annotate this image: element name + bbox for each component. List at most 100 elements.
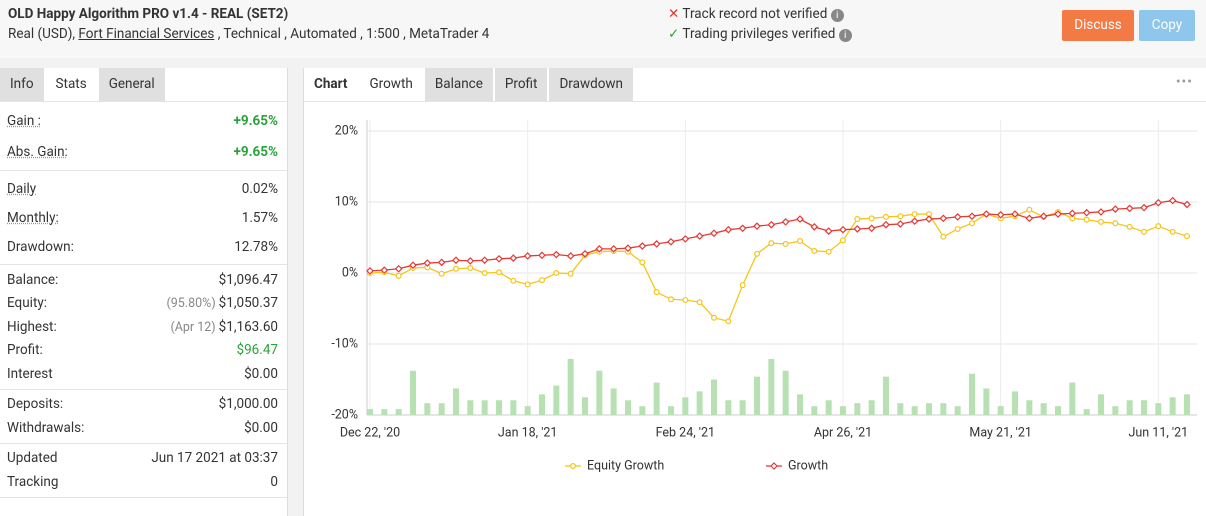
stat-value-group: $1,096.47 — [219, 272, 278, 288]
bar — [653, 382, 660, 415]
point — [1155, 223, 1162, 230]
menu-dots[interactable]: ••• — [1175, 74, 1193, 90]
stat-label: Tracking — [7, 473, 59, 490]
x-tick-label: Jun 11, '21 — [1129, 425, 1189, 440]
point — [524, 281, 531, 288]
point — [567, 270, 574, 277]
point — [609, 245, 618, 253]
stat-value: $96.47 — [236, 342, 279, 359]
stats-row: Profit: $96.47 — [0, 339, 287, 363]
bar — [510, 400, 517, 415]
bar — [582, 397, 588, 415]
y-tick-label: -20% — [331, 407, 358, 422]
tab[interactable]: Profit — [494, 68, 548, 101]
stats-group: Updated Jun 17 2021 at 03:37 Tracking 0 — [0, 444, 287, 498]
bar — [1126, 400, 1133, 415]
point — [710, 314, 717, 321]
stat-value-group: 1.57% — [242, 210, 278, 226]
point — [552, 250, 561, 259]
tab[interactable]: Growth — [359, 68, 423, 101]
stats-row: Equity: (95.80%) $1,050.37 — [0, 292, 287, 316]
copy-button[interactable]: Copy — [1139, 10, 1195, 41]
bar — [797, 394, 803, 415]
stat-label: Gain : — [7, 112, 41, 129]
point — [495, 254, 503, 263]
bar — [395, 409, 402, 415]
bar — [610, 388, 617, 415]
stats-group: Deposits: $1,000.00 Withdrawals: $0.00 — [0, 390, 287, 444]
stat-value: 1.57% — [241, 209, 278, 226]
stat-value-group: +9.65% — [234, 113, 279, 129]
stat-value: 0 — [270, 473, 278, 490]
bar — [811, 406, 818, 415]
point — [725, 318, 732, 325]
point — [453, 265, 460, 272]
point — [753, 222, 761, 230]
tab[interactable]: Info — [0, 68, 44, 101]
bar — [1098, 394, 1104, 415]
bar — [969, 373, 975, 415]
point — [767, 220, 776, 229]
point — [925, 215, 933, 223]
y-tick-label: 10% — [335, 194, 358, 209]
bar — [897, 403, 904, 415]
stats-group: Gain : +9.65% Abs. Gain: +9.65% — [0, 102, 287, 171]
tab[interactable]: Chart — [304, 68, 358, 101]
broker-link[interactable]: Fort Financial Services — [78, 26, 215, 42]
point — [770, 462, 778, 470]
point — [653, 289, 660, 296]
point — [380, 266, 389, 275]
point — [753, 250, 760, 257]
bar — [639, 406, 646, 415]
bar — [754, 376, 760, 415]
stat-value: $1,096.47 — [218, 271, 278, 288]
line — [369, 209, 1188, 323]
tab[interactable]: Stats — [45, 68, 97, 101]
stat-label: Profit: — [7, 342, 43, 359]
info-icon[interactable]: i — [838, 29, 852, 42]
bar — [854, 403, 861, 415]
stat-value-group: (95.80%) $1,050.37 — [166, 295, 278, 311]
stats-row: Monthly: 1.57% — [0, 203, 287, 232]
stat-value-group: 0 — [270, 474, 278, 490]
point — [897, 213, 904, 220]
point — [1054, 210, 1062, 218]
point — [1039, 212, 1048, 221]
point — [911, 211, 918, 218]
stats-row: Abs. Gain: +9.65% — [0, 136, 287, 167]
point — [467, 265, 474, 272]
stat-label: Highest: — [7, 318, 57, 335]
point — [1154, 198, 1163, 207]
stat-label: Daily — [7, 180, 37, 197]
bar — [825, 400, 832, 415]
bar — [1026, 400, 1033, 415]
stats-row: Gain : +9.65% — [0, 105, 287, 136]
tab[interactable]: General — [98, 68, 165, 101]
stats-row: Drawdown: 12.78% — [0, 232, 287, 261]
tab[interactable]: Balance — [424, 68, 493, 101]
x-tick-label: Jan 18, '21 — [498, 425, 558, 440]
stat-value-group: 0.02% — [242, 181, 278, 197]
tab[interactable]: Drawdown — [549, 68, 634, 101]
stats-group: Balance: $1,096.47 Equity: (95.80%) $1,050.3… — [0, 265, 287, 390]
point — [1068, 209, 1077, 218]
bar — [553, 385, 560, 415]
status: ✓ Trading privileges verified i — [668, 26, 852, 42]
system-title: OLD Happy Algorithm PRO v1.4 - REAL (SET… — [8, 6, 289, 22]
legend-label: Growth — [788, 458, 828, 473]
point — [1083, 216, 1090, 223]
point — [639, 259, 646, 266]
bar — [782, 370, 789, 415]
stat-label: Withdrawals: — [7, 419, 85, 436]
discuss-button[interactable]: Discuss — [1062, 10, 1134, 41]
point — [739, 282, 746, 289]
point — [1025, 214, 1034, 223]
stat-label: Drawdown: — [7, 238, 74, 255]
point — [939, 214, 948, 223]
info-icon[interactable]: i — [830, 9, 844, 22]
bar — [696, 391, 703, 415]
point — [839, 237, 846, 244]
point — [595, 245, 604, 253]
point — [1111, 205, 1120, 213]
